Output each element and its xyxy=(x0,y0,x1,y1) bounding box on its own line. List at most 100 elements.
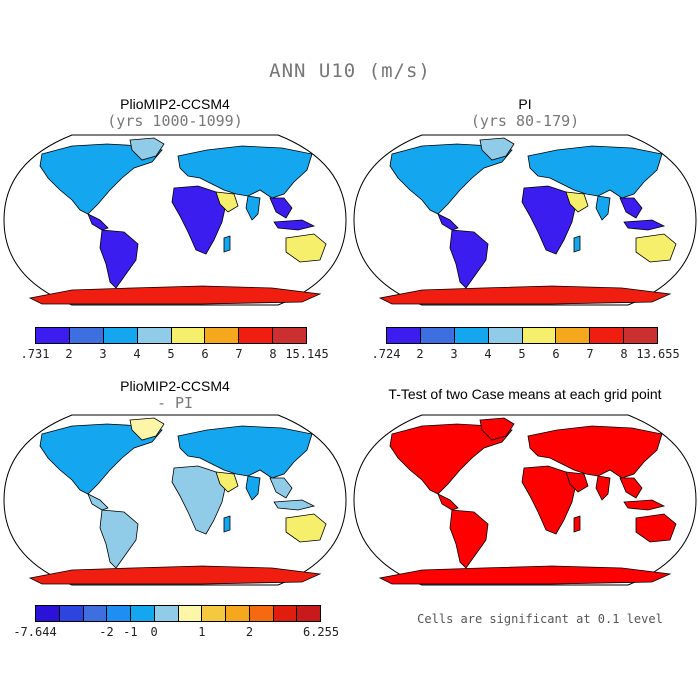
figure-title: ANN U10 (m/s) xyxy=(269,60,431,82)
colorbar-swatch xyxy=(624,328,657,343)
colorbar-swatch xyxy=(103,328,138,343)
colorbar-swatch xyxy=(83,606,108,621)
landmass-madagascar xyxy=(573,235,581,253)
landmass-seAsia xyxy=(619,197,643,219)
colorbar-swatch xyxy=(107,606,131,621)
landmass-seAsia xyxy=(269,477,293,499)
colorbar-tick-label: -2 xyxy=(99,625,114,639)
panel-2-map xyxy=(353,134,697,306)
landmass-arabia xyxy=(215,471,239,493)
landmass-eurasia xyxy=(527,425,663,479)
colorbar-tick-label: 8 xyxy=(620,347,628,361)
landmass-antarctica xyxy=(378,285,672,305)
landmass-australia xyxy=(285,233,327,263)
panel-4-title: T-Test of two Case means at each grid po… xyxy=(388,386,662,402)
colorbar-swatch xyxy=(131,606,155,621)
landmass-australia xyxy=(285,513,327,543)
panel-1-map xyxy=(3,134,347,306)
landmass-indonesia xyxy=(273,219,316,231)
panel-1-colorbar xyxy=(35,327,307,344)
landmass-northAmerica xyxy=(39,423,163,495)
landmass-africa xyxy=(171,465,227,535)
significance-note: Cells are significant at 0.1 level xyxy=(417,612,663,626)
landmass-australia xyxy=(635,513,677,543)
landmass-madagascar xyxy=(223,515,231,533)
landmass-australia xyxy=(635,233,677,263)
colorbar-tick-label: 2 xyxy=(245,625,254,639)
landmass-eurasia xyxy=(177,145,313,199)
panel-2-subtitle: (yrs 80-179) xyxy=(470,112,580,130)
colorbar-swatch xyxy=(273,606,298,621)
colorbar-tick-label: 5 xyxy=(518,347,526,361)
colorbar-swatch xyxy=(297,606,320,621)
landmass-indonesia xyxy=(623,219,666,231)
landmass-northAmerica xyxy=(389,423,513,495)
landmass-indonesia xyxy=(623,499,666,511)
colorbar-swatch xyxy=(273,328,306,343)
landmass-africa xyxy=(521,185,577,255)
colorbar-swatch xyxy=(171,328,206,343)
landmass-eurasia xyxy=(527,145,663,199)
landmass-southAmerica xyxy=(449,229,489,289)
colorbar-tick-label: -1 xyxy=(123,625,138,639)
panel-1-title: PlioMIP2-CCSM4 xyxy=(120,96,230,112)
colorbar-swatch xyxy=(226,606,250,621)
landmass-greenland xyxy=(129,137,165,161)
colorbar-swatch xyxy=(488,328,523,343)
landmass-southAmerica xyxy=(449,509,489,569)
landmass-arabia xyxy=(215,191,239,213)
landmass-centralAm xyxy=(87,213,109,231)
colorbar-swatch xyxy=(69,328,104,343)
colorbar-swatch xyxy=(137,328,172,343)
landmass-antarctica xyxy=(28,285,322,305)
landmass-northAmerica xyxy=(389,143,513,215)
landmass-greenland xyxy=(479,417,515,441)
colorbar-tick-label: .724 xyxy=(371,347,401,361)
colorbar-swatch xyxy=(454,328,489,343)
panel-4-map xyxy=(353,414,697,586)
colorbar-swatch xyxy=(239,328,274,343)
landmass-southAmerica xyxy=(99,509,139,569)
colorbar-tick-label: 6 xyxy=(552,347,560,361)
landmass-india xyxy=(595,195,611,221)
landmass-greenland xyxy=(129,417,165,441)
colorbar-swatch xyxy=(154,606,179,621)
landmass-centralAm xyxy=(437,493,459,511)
panel-3-title: PlioMIP2-CCSM4 xyxy=(120,378,230,394)
landmass-southAmerica xyxy=(99,229,139,289)
colorbar-tick-label: 2 xyxy=(416,347,424,361)
landmass-antarctica xyxy=(378,565,672,585)
colorbar-tick-label: 4 xyxy=(133,347,141,361)
landmass-madagascar xyxy=(573,515,581,533)
landmass-northAmerica xyxy=(39,143,163,215)
panel-3-colorbar xyxy=(35,605,321,622)
panel-3-map xyxy=(3,414,347,586)
landmass-centralAm xyxy=(437,213,459,231)
colorbar-swatch xyxy=(205,328,240,343)
colorbar-tick-label: 3 xyxy=(99,347,107,361)
colorbar-tick-label: 8 xyxy=(269,347,277,361)
colorbar-swatch xyxy=(522,328,557,343)
colorbar-tick-label: 7 xyxy=(235,347,243,361)
colorbar-swatch xyxy=(36,328,70,343)
landmass-india xyxy=(245,475,261,501)
colorbar-tick-label: 15.145 xyxy=(285,347,329,361)
panel-2-title: PI xyxy=(518,96,532,112)
landmass-indonesia xyxy=(273,499,316,511)
colorbar-tick-label: -7.644 xyxy=(13,625,57,639)
colorbar-swatch xyxy=(178,606,203,621)
colorbar-tick-label: 1 xyxy=(198,625,206,639)
landmass-madagascar xyxy=(223,235,231,253)
landmass-africa xyxy=(521,465,577,535)
colorbar-swatch xyxy=(387,328,421,343)
landmass-india xyxy=(595,475,611,501)
colorbar-tick-label: 5 xyxy=(167,347,175,361)
colorbar-tick-label: 6.255 xyxy=(302,625,340,639)
colorbar-swatch xyxy=(202,606,226,621)
landmass-arabia xyxy=(565,471,589,493)
panel-2-colorbar xyxy=(386,327,658,344)
panel-1-subtitle: (yrs 1000-1099) xyxy=(107,112,243,130)
landmass-arabia xyxy=(565,191,589,213)
colorbar-tick-label: .731 xyxy=(20,347,50,361)
landmass-seAsia xyxy=(619,477,643,499)
